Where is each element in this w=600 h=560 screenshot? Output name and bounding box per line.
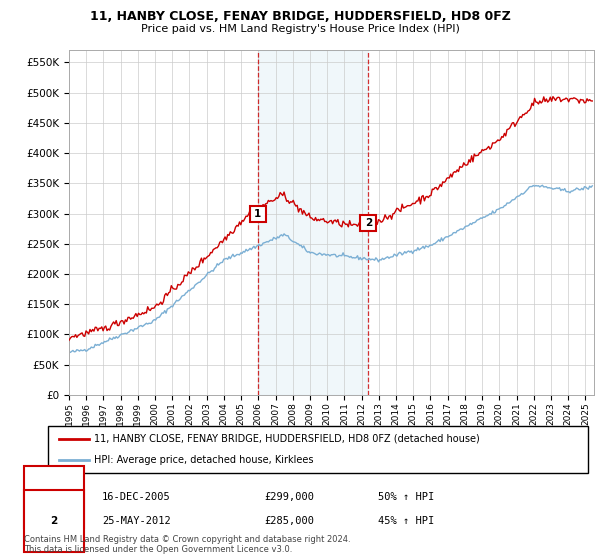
Text: 25-MAY-2012: 25-MAY-2012 — [102, 516, 171, 526]
Text: 45% ↑ HPI: 45% ↑ HPI — [378, 516, 434, 526]
Text: Price paid vs. HM Land Registry's House Price Index (HPI): Price paid vs. HM Land Registry's House … — [140, 24, 460, 34]
Bar — [257, 50, 368, 395]
Text: 11, HANBY CLOSE, FENAY BRIDGE, HUDDERSFIELD, HD8 0FZ: 11, HANBY CLOSE, FENAY BRIDGE, HUDDERSFI… — [89, 10, 511, 23]
Text: £299,000: £299,000 — [264, 492, 314, 502]
Text: 16-DEC-2005: 16-DEC-2005 — [102, 492, 171, 502]
Text: 11, HANBY CLOSE, FENAY BRIDGE, HUDDERSFIELD, HD8 0FZ (detached house): 11, HANBY CLOSE, FENAY BRIDGE, HUDDERSFI… — [94, 434, 479, 444]
Text: 50% ↑ HPI: 50% ↑ HPI — [378, 492, 434, 502]
Text: Contains HM Land Registry data © Crown copyright and database right 2024.: Contains HM Land Registry data © Crown c… — [24, 535, 350, 544]
Text: 1: 1 — [254, 209, 261, 219]
Text: This data is licensed under the Open Government Licence v3.0.: This data is licensed under the Open Gov… — [24, 545, 292, 554]
FancyBboxPatch shape — [48, 426, 588, 473]
Text: HPI: Average price, detached house, Kirklees: HPI: Average price, detached house, Kirk… — [94, 455, 313, 465]
Text: 2: 2 — [50, 516, 58, 526]
Text: 1: 1 — [50, 492, 58, 502]
Text: £285,000: £285,000 — [264, 516, 314, 526]
Text: 2: 2 — [365, 218, 372, 227]
